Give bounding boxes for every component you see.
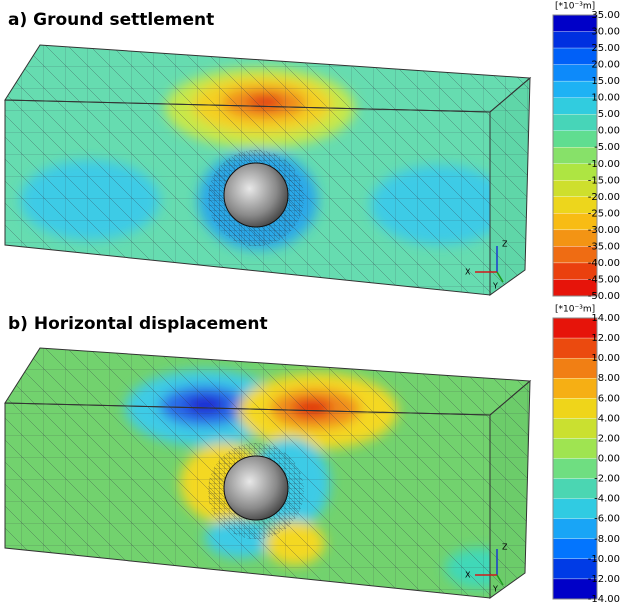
legend-label: -20.00 — [588, 192, 620, 203]
legend-label: 6.00 — [598, 393, 620, 404]
axis-label: Y — [492, 282, 498, 291]
page: a) Ground settlement [*10⁻³m]35.0030.002… — [0, 0, 621, 606]
legend-band — [553, 479, 597, 499]
legend-label: -50.00 — [588, 291, 620, 302]
legend-label: 0.00 — [598, 454, 620, 465]
legend-label: 0.00 — [598, 126, 620, 137]
panel-b: b) Horizontal displacement [*10⁻³m]14.00… — [5, 305, 620, 606]
legend-unit: [*10⁻³m] — [555, 2, 595, 12]
legend-label: -4.00 — [594, 494, 620, 505]
legend-band — [553, 418, 597, 438]
panel-title: b) Horizontal displacement — [8, 314, 268, 334]
legend-band — [553, 131, 597, 148]
legend-label: 12.00 — [591, 333, 620, 344]
legend-unit: [*10⁻³m] — [555, 305, 595, 315]
legend-label: -10.00 — [588, 554, 620, 565]
legend-label: 25.00 — [591, 43, 620, 54]
legend-label: 15.00 — [591, 76, 620, 87]
legend-label: -6.00 — [594, 514, 620, 525]
legend-label: 10.00 — [591, 93, 620, 104]
legend-label: 30.00 — [591, 27, 620, 38]
model — [5, 45, 530, 295]
legend-label: 10.00 — [591, 353, 620, 364]
model — [5, 348, 530, 598]
legend-label: -14.00 — [588, 594, 620, 605]
legend-label: 4.00 — [598, 413, 620, 424]
legend-label: -30.00 — [588, 225, 620, 236]
axis-label: X — [465, 268, 471, 277]
legend-band — [553, 378, 597, 398]
axis-label: X — [465, 571, 471, 580]
legend-label: -2.00 — [594, 474, 620, 485]
legend-label: -5.00 — [594, 142, 620, 153]
legend-label: 20.00 — [591, 60, 620, 71]
legend-label: 14.00 — [591, 313, 620, 324]
legend-label: 2.00 — [598, 433, 620, 444]
legend-label: -15.00 — [588, 175, 620, 186]
legend-label: -45.00 — [588, 274, 620, 285]
legend-label: -8.00 — [594, 534, 620, 545]
axis-label: Y — [492, 585, 498, 594]
legend-band — [553, 499, 597, 519]
axis-label: Z — [502, 543, 508, 552]
legend-band — [553, 459, 597, 479]
legend-band — [553, 438, 597, 458]
legend-label: -25.00 — [588, 208, 620, 219]
legend-band — [553, 519, 597, 539]
legend-label: 5.00 — [598, 109, 620, 120]
legend-label: 35.00 — [591, 10, 620, 21]
legend-band — [553, 114, 597, 131]
panel-a: a) Ground settlement [*10⁻³m]35.00 30.00 2… — [5, 2, 620, 303]
legend-label: -10.00 — [588, 159, 620, 170]
legend-label: -40.00 — [588, 258, 620, 269]
legend-label: -35.00 — [588, 241, 620, 252]
panel-title: a) Ground settlement — [8, 10, 214, 30]
legend-label: -12.00 — [588, 574, 620, 585]
legend-label: 8.00 — [598, 373, 620, 384]
figure: a) Ground settlement [*10⁻³m]35.0030.002… — [0, 0, 621, 606]
legend-band — [553, 398, 597, 418]
axis-label: Z — [502, 240, 508, 249]
